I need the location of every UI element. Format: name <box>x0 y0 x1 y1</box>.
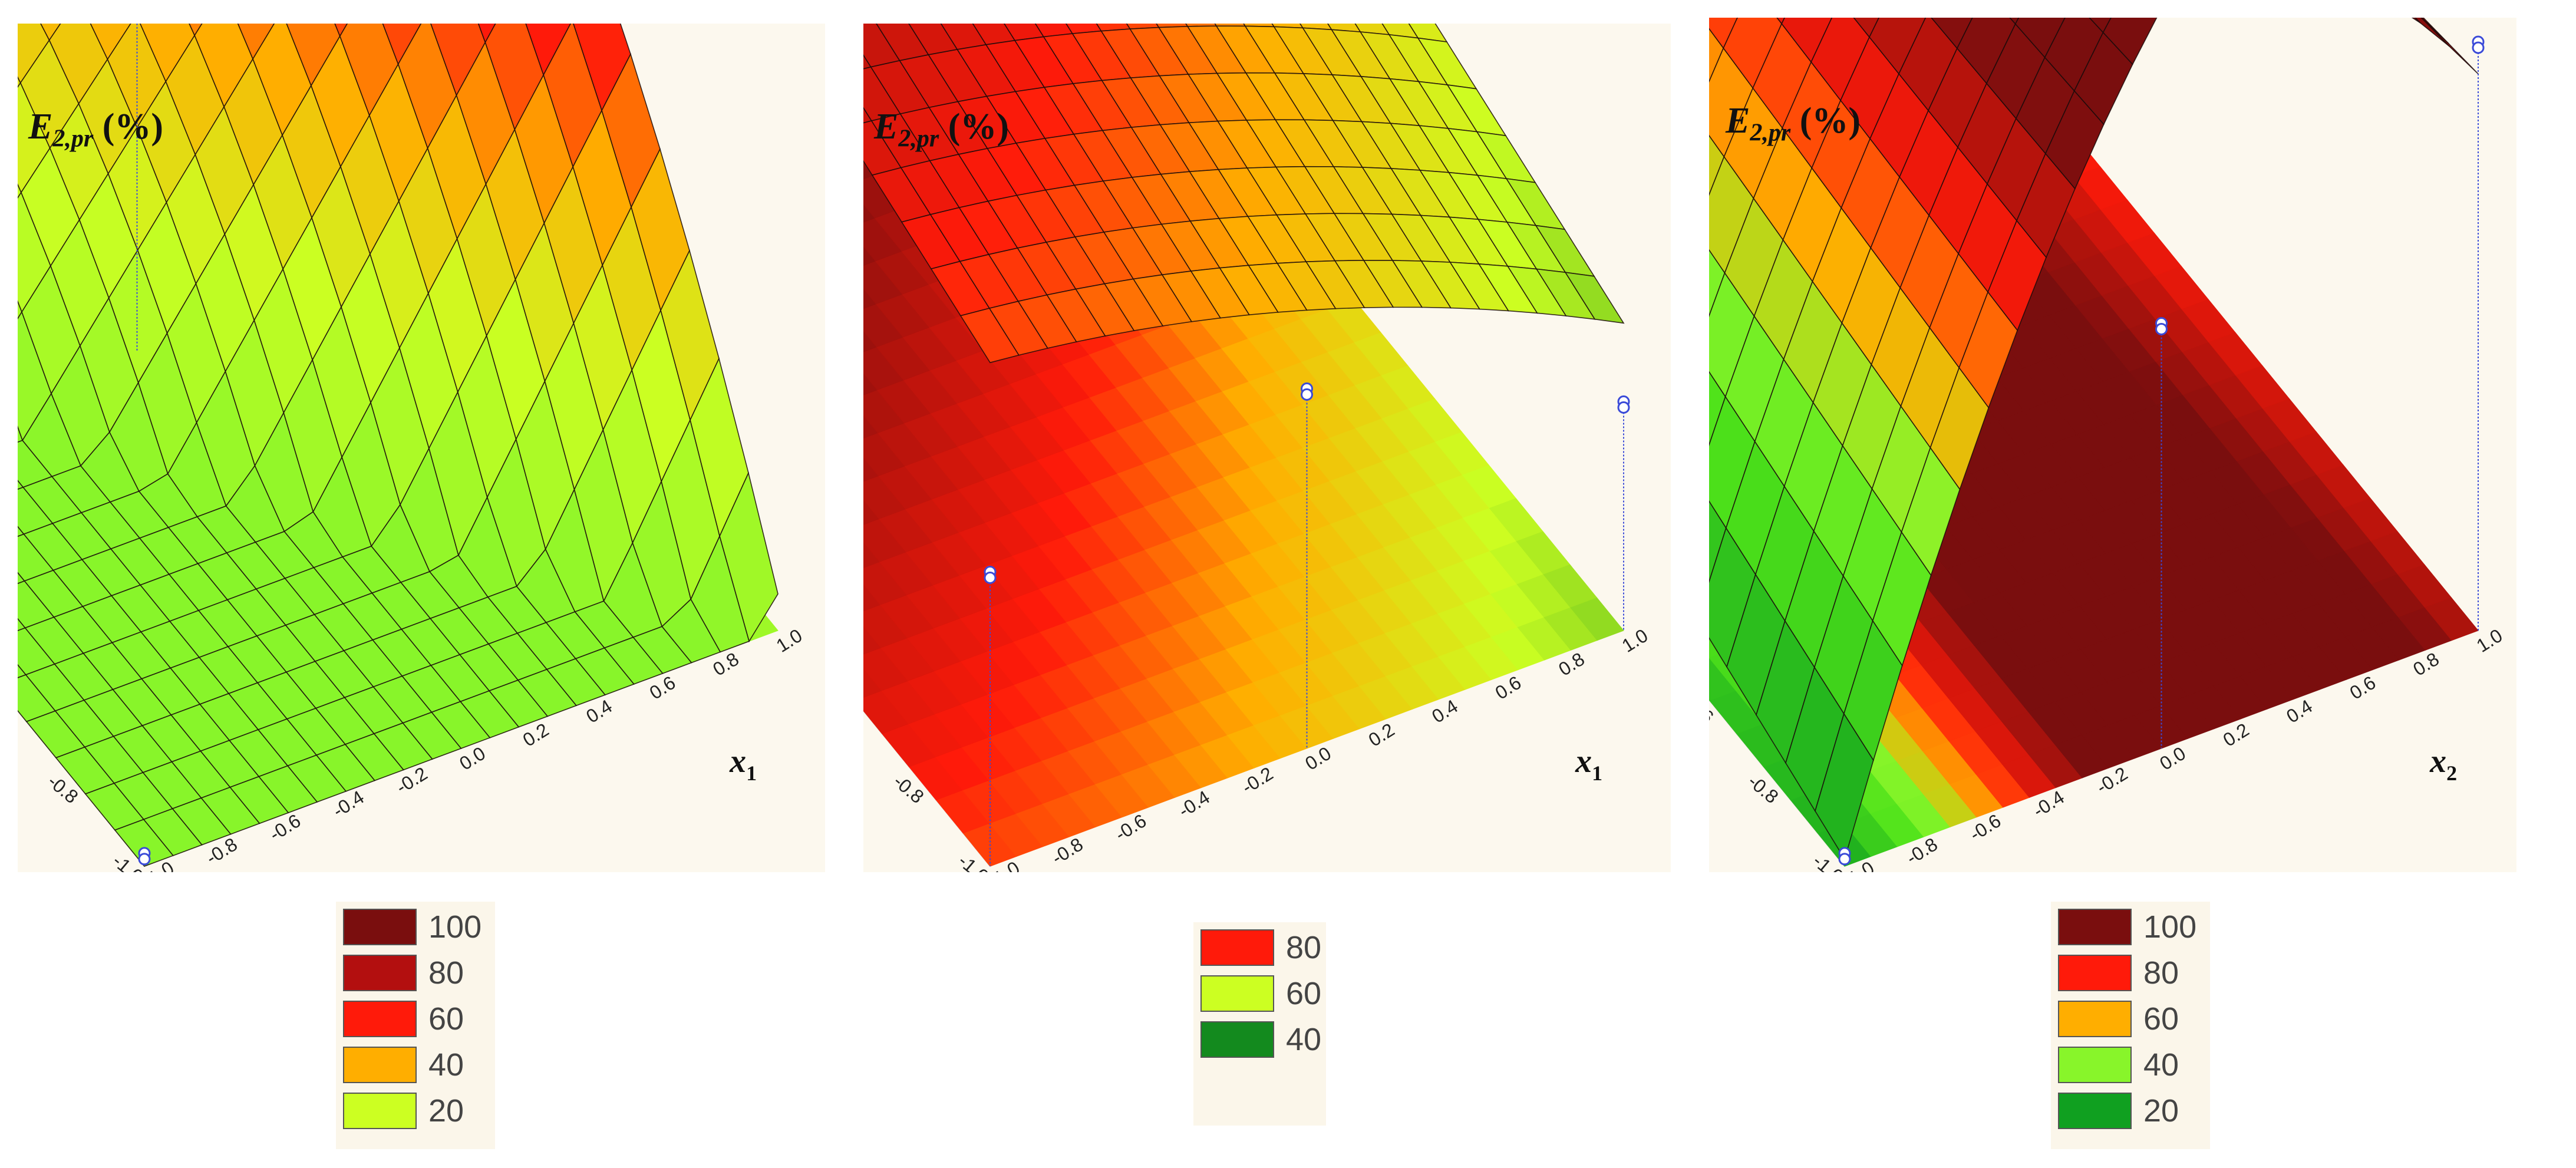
legend-swatch <box>343 909 417 945</box>
legend-swatch <box>1200 975 1274 1012</box>
x-axis-title-sub: 1 <box>1592 761 1602 785</box>
surface-plot-3: 20406080100-1.0-0.8-0.6-0.4-0.20.00.20.4… <box>1709 18 2506 872</box>
legend-2: 80 60 40 <box>1193 922 1326 1126</box>
legend-value: 40 <box>1286 1022 1322 1057</box>
surface-cell <box>189 24 203 37</box>
legend-value: 80 <box>428 955 464 991</box>
surface-plot-1: 20406080100-1.0-0.8-0.6-0.4-0.20.00.20.4… <box>18 24 806 872</box>
response-surface <box>1709 18 2479 860</box>
legend-value: 40 <box>428 1047 464 1083</box>
legend-swatch <box>343 955 417 991</box>
floor-cell <box>863 203 875 223</box>
surface-cell <box>2009 18 2020 25</box>
x-axis-title: x1 <box>1575 743 1602 785</box>
x-axis-title: x2 <box>2429 743 2457 785</box>
data-point <box>1301 388 1313 401</box>
floor-cell <box>863 583 881 612</box>
legend-swatch <box>343 1093 417 1129</box>
data-point <box>2472 41 2485 54</box>
surface-cell <box>1776 18 1785 25</box>
response-surface <box>18 24 779 867</box>
legend-swatch <box>2058 909 2132 945</box>
legend-value: 100 <box>2143 909 2197 945</box>
legend-value: 60 <box>428 1001 464 1037</box>
surface-cell <box>477 24 496 44</box>
observed-points <box>136 24 151 866</box>
surface-cell <box>719 471 779 643</box>
floor-cell <box>863 246 876 266</box>
surface-cell <box>2415 18 2450 47</box>
surface-cell <box>2420 18 2479 74</box>
response-surface <box>863 24 1625 364</box>
floor-cell <box>863 372 878 395</box>
legend-swatch <box>343 1047 417 1083</box>
surface-cell <box>334 24 348 38</box>
legend-swatch <box>1200 1021 1274 1058</box>
legend-value: 80 <box>1286 930 1322 965</box>
legend-3: 100 80 60 40 20 <box>2051 902 2210 1149</box>
floor-cell <box>863 414 879 439</box>
surface-plot-panel-2: 20406080100-1.0-0.8-0.6-0.4-0.20.00.20.4… <box>863 24 1671 872</box>
legend-swatch <box>2058 1093 2132 1129</box>
data-point <box>138 853 151 866</box>
legend-swatch <box>1200 929 1274 966</box>
x-tick-label: 1.0 <box>773 625 806 656</box>
z-axis-label-1: E2,pr (%) <box>28 107 164 153</box>
floor-cell <box>863 457 879 482</box>
legend-value: 20 <box>428 1093 464 1129</box>
floor-cell <box>863 668 882 698</box>
floor-cell <box>863 541 880 569</box>
surface-plot-2: 20406080100-1.0-0.8-0.6-0.4-0.20.00.20.4… <box>863 24 1651 872</box>
data-point <box>1838 853 1851 866</box>
z-axis-label-3: E2,pr (%) <box>1726 101 1861 147</box>
floor-cell <box>1709 657 1737 701</box>
surface-plot-panel-3: 20406080100-1.0-0.8-0.6-0.4-0.20.00.20.4… <box>1709 18 2516 872</box>
legend-value: 100 <box>428 909 482 945</box>
floor-cell <box>863 499 880 525</box>
surface-cell <box>2089 18 2112 34</box>
surface-cell <box>1709 18 1738 50</box>
surface-cell <box>2102 18 2158 65</box>
floor-cell <box>863 288 877 309</box>
legend-swatch <box>2058 955 2132 991</box>
z-axis-label-2: E2,pr (%) <box>874 107 1010 153</box>
surface-cell <box>2411 18 2421 24</box>
legend-value: 80 <box>2143 955 2179 991</box>
floor-cell <box>863 161 875 180</box>
surface-cell <box>40 24 61 41</box>
data-point <box>2155 323 2168 335</box>
surface-cell <box>18 664 27 679</box>
x-axis-title: x1 <box>729 743 757 785</box>
legend-swatch <box>2058 1001 2132 1037</box>
legend-value: 60 <box>1286 976 1322 1011</box>
x-axis-title-sub: 1 <box>746 761 757 785</box>
floor-cell <box>863 626 882 655</box>
surface-cell <box>18 300 22 320</box>
legend-value: 20 <box>2143 1093 2179 1129</box>
legend-1: 100 80 60 40 20 <box>336 902 495 1149</box>
data-point <box>1617 401 1630 414</box>
surface-cell <box>1564 272 1625 324</box>
surface-cell <box>1853 18 1880 38</box>
surface-cell <box>1931 18 1973 50</box>
legend-value: 40 <box>2143 1047 2179 1083</box>
x-axis-title-sub: 2 <box>2446 761 2457 785</box>
floor-cell <box>863 330 878 352</box>
observed-points <box>1838 35 2485 866</box>
legend-swatch <box>2058 1047 2132 1083</box>
legend-value: 60 <box>2143 1001 2179 1037</box>
observed-points <box>984 382 1630 866</box>
data-point <box>984 572 997 584</box>
surface-plot-panel-1: 20406080100-1.0-0.8-0.6-0.4-0.20.00.20.4… <box>18 24 825 872</box>
legend-swatch <box>343 1001 417 1037</box>
surface-cell <box>18 183 22 199</box>
